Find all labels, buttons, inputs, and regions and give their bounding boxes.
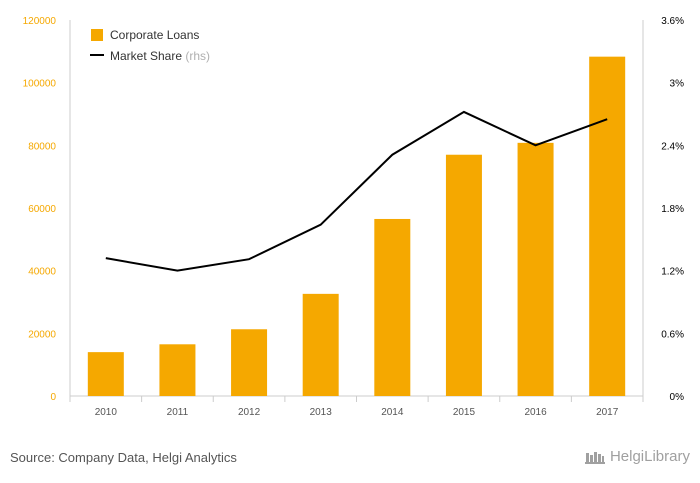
bar-2010 [87,352,124,396]
bar-2014 [374,218,411,396]
helgi-library-logo: HelgiLibrary [584,448,690,465]
x-tick-label: 2011 [167,407,189,418]
legend-rhs-suffix: (rhs) [185,49,210,63]
x-tick-label: 2010 [95,407,118,418]
left-tick-label: 40000 [28,267,56,278]
source-note: Source: Company Data, Helgi Analytics [10,450,237,465]
bar-2011 [159,344,196,396]
bar-2016 [517,142,554,396]
chart-area: 0 20000 40000 60000 80000 100000 120000 0% 0.6% 1… [23,16,684,418]
bar-2017 [589,56,626,396]
legend-label-market-share: Market Share (rhs) [110,49,210,63]
bar-2012 [231,329,268,396]
left-tick-label: 20000 [28,329,56,340]
x-tick-label: 2012 [238,407,261,418]
left-tick-label: 120000 [23,16,57,27]
x-tick-label: 2014 [381,407,404,418]
x-tick-label: 2013 [310,407,333,418]
left-tick-label: 100000 [23,79,57,90]
bar-2013 [302,293,339,396]
right-tick-label: 3% [670,79,685,90]
line-series [105,110,608,272]
right-tick-label: 1.8% [661,204,684,215]
right-tick-label: 2.4% [661,141,684,152]
legend-swatch-corporate-loans [91,29,103,41]
right-tick-label: 1.2% [661,267,684,278]
bar-series [87,56,626,396]
logo-text: HelgiLibrary [609,448,690,465]
axis-ticks: 0 20000 40000 60000 80000 100000 120000 0% 0.6% 1… [23,16,684,418]
left-tick-label: 60000 [28,204,56,215]
x-tick-label: 2015 [453,407,476,418]
legend: Corporate Loans Market Share (rhs) [90,28,210,63]
library-icon [584,451,605,464]
x-tick-label: 2017 [596,407,619,418]
right-tick-label: 0.6% [661,329,684,340]
left-tick-label: 0 [50,392,56,403]
x-tick-label: 2016 [524,407,547,418]
bar-2015 [445,154,482,396]
legend-label-corporate-loans: Corporate Loans [110,28,199,42]
left-tick-label: 80000 [28,141,56,152]
axis-lines [69,20,644,402]
market-share-line [105,110,608,272]
right-tick-label: 3.6% [661,16,684,27]
right-tick-label: 0% [670,392,685,403]
